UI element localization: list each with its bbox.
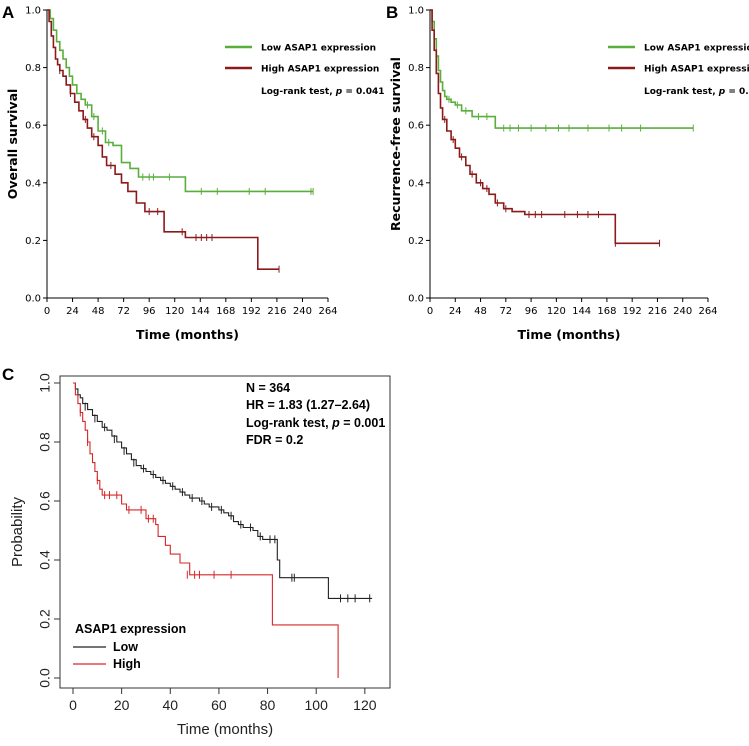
legend-label: Low ASAP1 expression [261,44,376,54]
y-tick-label: 1.0 [25,6,41,17]
y-tick-label: 0.2 [37,609,53,629]
x-tick-label: 48 [92,306,105,317]
x-tick-label: 100 [305,697,329,713]
y-tick-label: 0.0 [25,294,41,305]
y-tick-label: 0.0 [37,668,53,688]
x-tick-label: 192 [623,306,642,317]
x-axis-title: Time (months) [136,327,239,342]
x-tick-label: 168 [216,306,235,317]
x-tick-label: 20 [114,697,130,713]
x-tick-label: 240 [673,306,692,317]
legend-label: Low [113,640,138,654]
survival-curve-high [73,382,339,678]
x-tick-label: 120 [547,306,566,317]
x-tick-label: 80 [260,697,276,713]
panel-c-probability-chart: 0 20 40 60 80 100 120 0.0 0.2 0.4 0.6 0.8 1.0 Time (m… [9,373,391,738]
y-tick-label: 0.6 [25,121,41,132]
x-tick-label: 168 [597,306,616,317]
x-tick-label: 40 [162,697,178,713]
x-tick-label: 72 [499,306,512,317]
stats-line: N = 364 [246,381,290,395]
survival-curve-high-asap1-expression [430,9,660,245]
x-tick-label: 264 [318,306,337,317]
x-tick-label: 264 [698,306,717,317]
x-tick-label: 216 [648,306,667,317]
panel-a-overall-survival-chart: 0 24 48 72 96 120 144 168 192 216 240 264 0.0 0.2 0.4 0… [5,6,385,343]
x-tick-label: 24 [66,306,79,317]
stats-line: HR = 1.83 (1.27–2.64) [246,398,370,412]
legend-label: High ASAP1 expression [261,65,379,75]
survival-curve-low [73,382,373,599]
legend-label: Low ASAP1 expression [644,44,749,54]
legend-label: High [113,657,141,671]
panel-letter-c: C [2,365,14,384]
y-axis-title: Probability [9,496,26,567]
x-tick-label: 144 [572,306,591,317]
x-axis-title: Time (months) [518,327,621,342]
x-tick-label: 96 [143,306,156,317]
y-tick-label: 0.8 [37,432,53,452]
survival-curve-low-asap1-expression [47,9,314,193]
y-tick-label: 0.4 [408,178,424,189]
panel-letter-a: A [2,3,14,22]
y-axis-title: Overall survival [5,89,20,200]
panel-b-recurrence-free-survival-chart: 0 24 48 72 96 120 144 168 192 216 240 264 0.0 0.2 0.4 0… [388,6,749,343]
x-tick-label: 0 [427,306,433,317]
x-tick-label: 48 [474,306,487,317]
y-tick-label: 0.8 [25,63,41,74]
x-tick-label: 120 [353,697,377,713]
x-tick-label: 0 [69,697,77,713]
y-tick-label: 0.0 [408,294,424,305]
stats-line: Log-rank test, p = 0.001 [246,416,385,430]
plot-frame [59,375,391,689]
y-tick-label: 0.4 [37,550,53,570]
x-tick-label: 96 [525,306,538,317]
legend-label: High ASAP1 expression [644,65,749,75]
y-tick-label: 0.2 [408,236,424,247]
x-tick-label: 144 [191,306,210,317]
y-tick-label: 0.6 [37,491,53,511]
x-tick-label: 60 [211,697,227,713]
stats-line: FDR = 0.2 [246,433,303,447]
y-tick-label: 0.2 [25,236,41,247]
survival-curve-high-asap1-expression [47,9,279,270]
panel-letter-b: B [386,3,398,22]
x-tick-label: 216 [267,306,286,317]
y-tick-label: 1.0 [408,6,424,17]
log-rank-annotation: Log-rank test, p = 0.041 [261,87,385,97]
x-tick-label: 240 [293,306,312,317]
y-tick-label: 0.8 [408,63,424,74]
y-axis-title: Recurrence-free survival [388,57,403,231]
log-rank-annotation: Log-rank test, p = 0.008 [644,87,749,97]
y-tick-label: 1.0 [37,373,53,393]
x-tick-label: 0 [44,306,50,317]
x-tick-label: 24 [449,306,462,317]
x-tick-label: 192 [242,306,261,317]
y-tick-label: 0.4 [25,178,41,189]
survival-curve-low-asap1-expression [430,9,694,129]
x-tick-label: 120 [165,306,184,317]
x-tick-label: 72 [117,306,130,317]
legend-title: ASAP1 expression [75,622,186,636]
x-axis-title: Time (months) [177,721,273,738]
y-tick-label: 0.6 [408,121,424,132]
